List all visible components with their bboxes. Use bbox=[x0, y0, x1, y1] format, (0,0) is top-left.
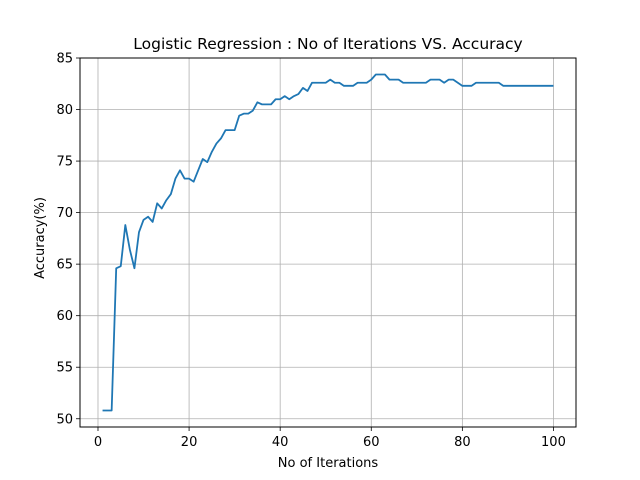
x-axis-label: No of Iterations bbox=[278, 456, 379, 471]
x-tick-label: 80 bbox=[454, 435, 471, 450]
y-tick-label: 65 bbox=[56, 258, 73, 273]
y-tick-label: 55 bbox=[56, 361, 73, 376]
axis-ticks: 0 20 40 60 80 100 50 55 60 65 70 75 80 85 bbox=[56, 52, 565, 451]
x-tick-label: 100 bbox=[541, 435, 566, 450]
y-tick-label: 85 bbox=[56, 52, 73, 67]
x-tick-label: 20 bbox=[181, 435, 198, 450]
x-tick-label: 0 bbox=[94, 435, 102, 450]
y-tick-label: 70 bbox=[56, 206, 73, 221]
grid bbox=[80, 57, 576, 427]
y-tick-label: 60 bbox=[56, 309, 73, 324]
y-tick-label: 80 bbox=[56, 103, 73, 118]
series-line bbox=[102, 73, 554, 412]
series-layer bbox=[102, 73, 554, 412]
y-axis-label: Accuracy(%) bbox=[33, 197, 48, 279]
y-tick-label: 75 bbox=[56, 155, 73, 170]
plot-area-frame bbox=[79, 57, 577, 428]
x-tick-label: 60 bbox=[363, 435, 380, 450]
x-tick-label: 40 bbox=[272, 435, 289, 450]
y-tick-label: 50 bbox=[56, 412, 73, 427]
chart-title: Logistic Regression : No of Iterations V… bbox=[133, 35, 522, 53]
